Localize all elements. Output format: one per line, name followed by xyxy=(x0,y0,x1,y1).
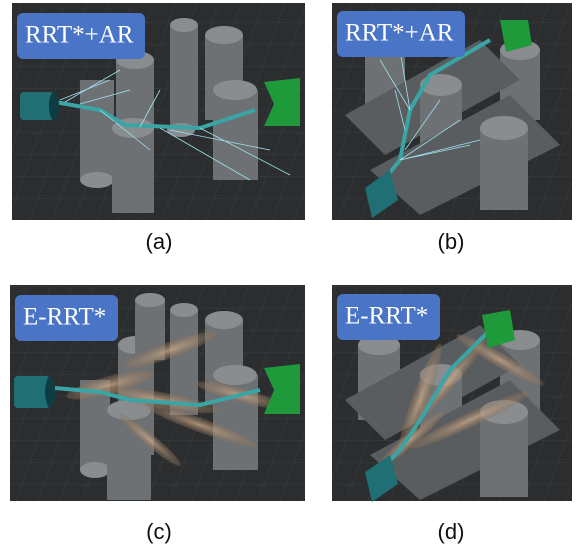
caption: (c) xyxy=(146,519,172,544)
panel-d: E-RRT* xyxy=(332,285,572,502)
panel-a: RRT*+AR xyxy=(12,3,305,220)
method-label: E-RRT* xyxy=(345,303,428,330)
caption: (b) xyxy=(438,229,465,254)
caption: (d) xyxy=(438,519,465,544)
method-label: RRT*+AR xyxy=(345,20,454,47)
start-robot xyxy=(14,376,50,408)
method-label: E-RRT* xyxy=(23,304,106,331)
method-label: RRT*+AR xyxy=(25,22,134,49)
caption: (a) xyxy=(146,229,173,254)
start-robot xyxy=(20,92,54,120)
figure: RRT*+AR (a) RRT*+AR (b) xyxy=(0,0,578,551)
panel-b: RRT*+AR xyxy=(332,3,572,220)
panel-c: E-RRT* xyxy=(10,285,305,501)
